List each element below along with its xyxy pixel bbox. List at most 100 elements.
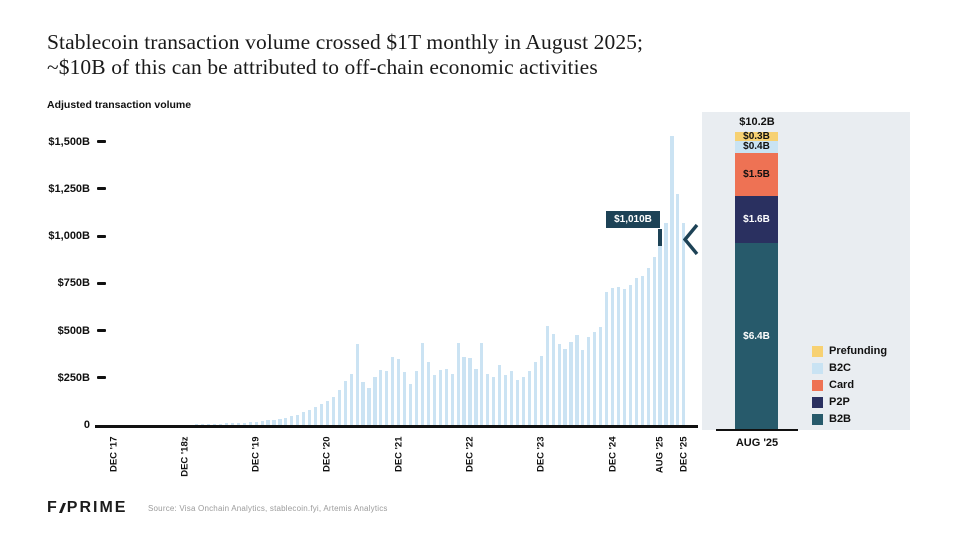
x-axis-line [95, 425, 698, 428]
volume-bar [527, 371, 531, 425]
legend-swatch-b2c [812, 363, 823, 374]
title-line-2: ~$10B of this can be attributed to off-c… [47, 55, 598, 79]
x-tick-label: DEC '23 [535, 436, 547, 473]
source-text: Source: Visa Onchain Analytics, stableco… [148, 504, 388, 513]
volume-bar [622, 288, 627, 425]
y-tick-mark [97, 329, 106, 332]
volume-bar [319, 404, 324, 425]
stacked-bar-axis [716, 429, 798, 431]
volume-bar [551, 334, 555, 425]
fprime-logo: F PRIME [47, 499, 127, 517]
volume-bar [545, 325, 549, 425]
volume-bar [480, 342, 484, 425]
y-tick-mark [97, 234, 106, 238]
volume-bar [444, 369, 448, 425]
volume-bar [664, 222, 668, 425]
volume-bar [646, 268, 650, 425]
volume-bar [296, 414, 300, 425]
y-tick-label: $250B [57, 371, 90, 384]
volume-bar [260, 421, 264, 425]
volume-bar [212, 424, 217, 425]
y-tick-label: $1,250B [48, 182, 90, 195]
volume-bar [349, 373, 353, 425]
stack-segment-b2b: $6.4B [735, 243, 778, 430]
volume-bar [521, 376, 526, 425]
volume-bar [498, 364, 502, 425]
volume-bar [278, 418, 282, 425]
volume-bar [640, 275, 644, 425]
volume-bar [218, 423, 223, 425]
volume-bar [670, 135, 674, 425]
volume-bar [438, 370, 442, 425]
y-tick-label: $1,000B [48, 230, 90, 242]
legend-swatch-p2p [812, 397, 823, 408]
volume-bar [652, 256, 656, 425]
volume-bar [557, 343, 561, 425]
volume-bar [462, 356, 466, 425]
x-tick-label: DEC '18z [179, 436, 191, 477]
volume-bar [195, 424, 199, 425]
x-tick-label: DEC '22 [464, 436, 476, 473]
volume-bar [201, 424, 205, 425]
volume-bar [230, 423, 234, 425]
volume-bar [420, 342, 425, 425]
volume-bar [373, 376, 377, 425]
stack-segment-p2p: $1.6B [735, 196, 778, 244]
y-tick-mark [97, 140, 106, 143]
y-tick-mark [97, 187, 106, 191]
legend-item-prefunding: Prefunding [812, 346, 887, 357]
volume-bar [605, 291, 609, 425]
volume-bar [236, 422, 240, 425]
legend-item-p2p: P2P [812, 397, 887, 408]
volume-bar [254, 421, 258, 425]
value-callout: $1,010B [606, 211, 660, 228]
y-tick-label: $1,500B [48, 135, 90, 148]
stack-segment-b2c: $0.4B [735, 140, 778, 153]
volume-bar [610, 287, 615, 425]
logo-slash-icon [58, 503, 66, 513]
volume-bar [325, 401, 330, 425]
volume-bar [581, 350, 585, 425]
x-tick-label: DEC '25 [678, 436, 690, 473]
stack-segment-card: $1.5B [735, 152, 778, 197]
x-tick-label: DEC '24 [607, 436, 619, 473]
volume-bar [628, 285, 632, 425]
x-tick-label: DEC '21 [393, 436, 405, 473]
volume-bar [302, 412, 306, 425]
volume-bar [343, 380, 347, 425]
legend-label: B2B [829, 413, 852, 425]
volume-bar [676, 194, 680, 425]
axis-title: Adjusted transaction volume [47, 99, 192, 111]
legend-label: Card [829, 379, 855, 391]
volume-bar [272, 419, 276, 425]
volume-bar [409, 384, 413, 425]
volume-bar [658, 234, 662, 425]
volume-bar [391, 356, 395, 425]
volume-bar [599, 326, 603, 425]
value-callout-label: $1,010B [614, 214, 652, 225]
volume-bar [468, 357, 472, 425]
volume-bar [266, 420, 270, 425]
volume-bar [575, 335, 579, 425]
legend-item-b2c: B2C [812, 363, 887, 374]
y-tick-label: $750B [57, 277, 90, 290]
volume-bar [290, 416, 294, 425]
volume-bar [414, 371, 419, 425]
highlight-marker [658, 229, 662, 246]
legend-swatch-b2b [812, 414, 823, 425]
volume-bar [634, 277, 638, 425]
volume-bar [207, 424, 211, 425]
volume-bar [426, 361, 430, 425]
legend-label: Prefunding [829, 345, 888, 357]
volume-bar [533, 361, 537, 425]
volume-bar [355, 343, 359, 425]
volume-bar [308, 409, 312, 425]
legend-swatch-card [812, 380, 823, 391]
volume-bar [331, 396, 335, 425]
volume-bar [450, 373, 454, 425]
volume-bar [569, 341, 573, 425]
y-tick-label: $500B [57, 324, 90, 337]
volume-bar [361, 382, 365, 425]
volume-bar [474, 369, 478, 425]
